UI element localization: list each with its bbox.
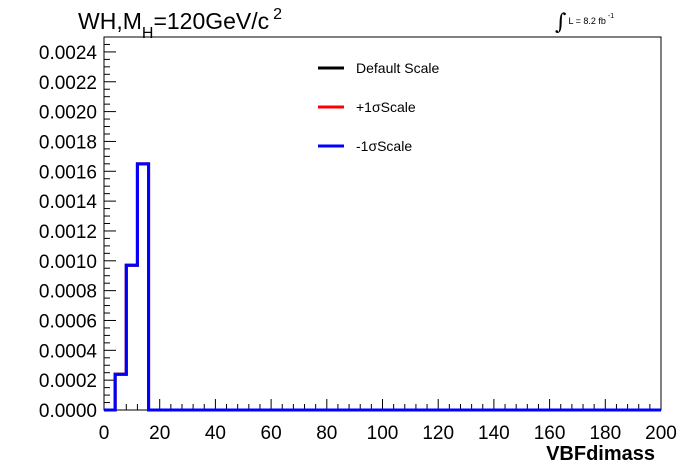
y-tick-label: 0.0004 — [39, 341, 98, 362]
y-tick-label: 0.0008 — [39, 282, 97, 303]
chart-title: WH,MH=120GeV/c 2 — [78, 8, 282, 35]
title-prefix: WH,M — [78, 8, 142, 34]
x-tick-label: 40 — [205, 423, 226, 444]
legend: Default Scale +1σScale -1σScale — [318, 60, 439, 154]
legend-label-2: -1σScale — [356, 138, 412, 154]
x-axis: 0 20 40 60 80 100 120 140 160 180 200 — [99, 399, 677, 444]
y-tick-label: 0.0018 — [39, 132, 97, 153]
y-tick-label: 0.0002 — [39, 371, 97, 392]
luminosity-label: ∫ L = 8.2 fb -1 — [555, 10, 614, 35]
x-tick-label: 160 — [534, 423, 566, 444]
integral-symbol: ∫ — [555, 10, 566, 35]
y-tick-label: 0.0006 — [39, 311, 97, 332]
x-tick-label: 180 — [589, 423, 621, 444]
y-tick-label: 0.0022 — [39, 73, 97, 94]
title-superscript: 2 — [273, 6, 282, 23]
x-tick-label: 200 — [645, 423, 677, 444]
x-tick-label: 0 — [99, 423, 110, 444]
series-line-2 — [104, 164, 661, 410]
x-tick-label: 60 — [261, 423, 282, 444]
plot-frame — [104, 37, 661, 410]
y-tick-label: 0.0016 — [39, 162, 97, 183]
x-axis-label: VBFdimass — [546, 443, 655, 465]
series-line-1 — [104, 164, 661, 410]
x-tick-label: 140 — [478, 423, 510, 444]
series-line-0 — [104, 164, 661, 410]
series-group — [104, 164, 661, 410]
legend-label-0: Default Scale — [356, 60, 439, 76]
y-tick-label: 0.0024 — [39, 43, 98, 64]
y-tick-label: 0.0000 — [39, 401, 97, 422]
luminosity-text: L = 8.2 fb — [568, 16, 605, 26]
x-tick-label: 100 — [367, 423, 399, 444]
legend-label-1: +1σScale — [356, 99, 416, 115]
x-tick-label: 80 — [316, 423, 337, 444]
y-tick-label: 0.0014 — [39, 192, 98, 213]
title-suffix: =120GeV/c — [153, 8, 269, 34]
luminosity-superscript: -1 — [608, 13, 614, 20]
y-tick-label: 0.0012 — [39, 222, 97, 243]
title-subscript: H — [142, 25, 154, 42]
x-tick-label: 20 — [149, 423, 170, 444]
y-tick-label: 0.0020 — [39, 103, 97, 124]
x-tick-label: 120 — [422, 423, 454, 444]
y-tick-label: 0.0010 — [39, 252, 97, 273]
